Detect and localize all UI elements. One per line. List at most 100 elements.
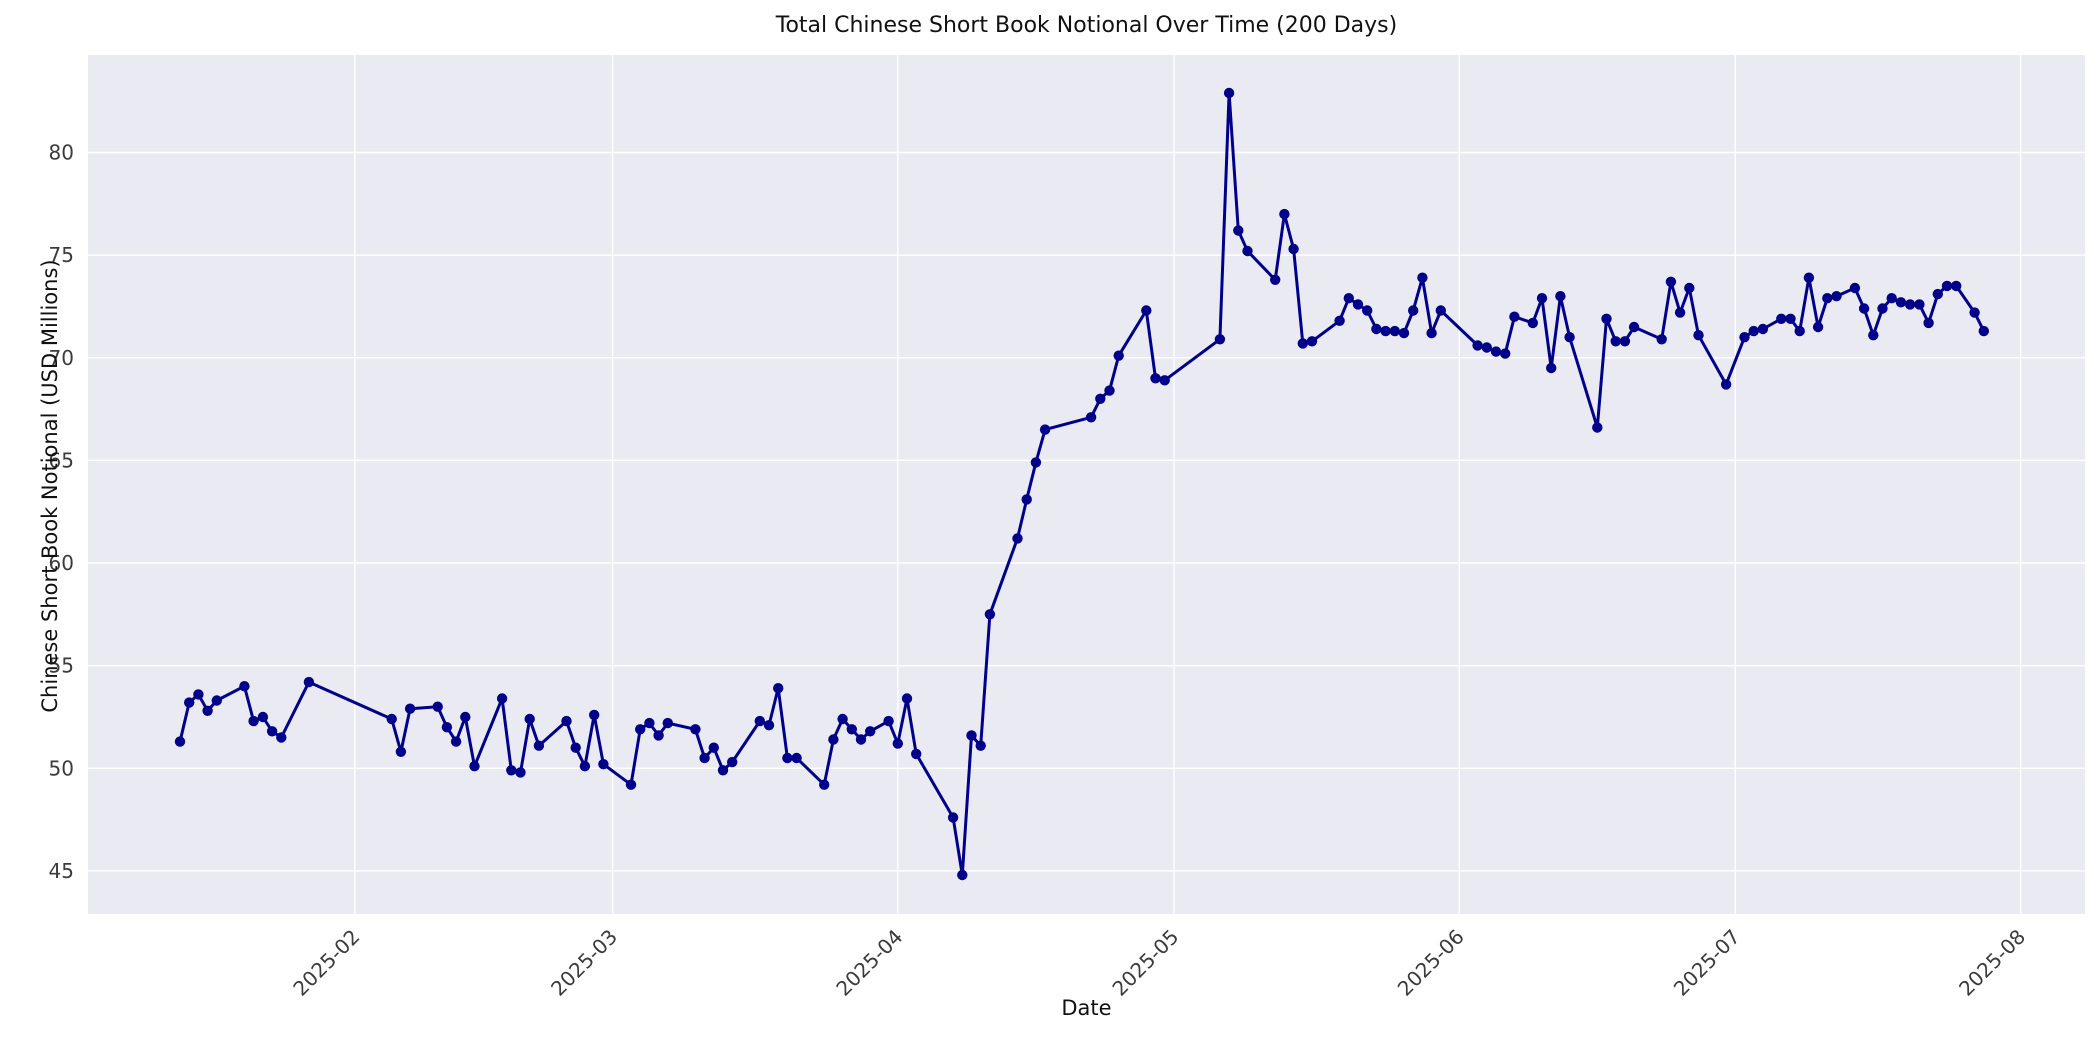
- x-tick-label: 2025-05: [1107, 925, 1183, 1001]
- x-tick-label: 2025-06: [1393, 925, 1469, 1001]
- data-point: [1748, 325, 1759, 337]
- data-point: [717, 765, 729, 776]
- data-point: [1886, 293, 1897, 304]
- data-point: [837, 713, 848, 725]
- data-point: [1720, 379, 1732, 390]
- data-point: [957, 869, 968, 881]
- data-point: [248, 715, 259, 727]
- y-tick-label: 70: [49, 346, 74, 370]
- data-point: [1389, 325, 1401, 337]
- data-point: [1490, 346, 1502, 357]
- data-point: [533, 740, 545, 751]
- data-point: [1223, 87, 1235, 99]
- data-point: [1969, 307, 1980, 318]
- data-point: [1279, 208, 1290, 220]
- data-point: [1380, 325, 1391, 337]
- data-point: [1362, 305, 1373, 316]
- data-point: [727, 756, 738, 768]
- data-point: [1555, 291, 1566, 302]
- data-point: [1941, 280, 1953, 292]
- data-point: [644, 717, 655, 729]
- data-point: [496, 693, 508, 704]
- data-point: [211, 695, 222, 706]
- x-axis-title: Date: [1061, 996, 1112, 1020]
- data-point: [1564, 332, 1575, 343]
- data-point: [1628, 321, 1640, 333]
- data-point: [975, 740, 986, 751]
- data-point: [1509, 311, 1520, 322]
- data-point: [432, 701, 443, 712]
- data-point: [1472, 340, 1483, 351]
- data-point: [819, 779, 830, 790]
- data-point: [966, 730, 977, 741]
- data-point: [174, 736, 186, 747]
- x-tick-label: 2025-03: [546, 925, 622, 1001]
- data-point: [1656, 334, 1667, 345]
- data-point: [515, 767, 526, 778]
- data-point: [239, 681, 250, 692]
- data-point: [1398, 327, 1410, 339]
- data-point: [1536, 293, 1548, 304]
- data-point: [1794, 325, 1805, 337]
- data-point: [855, 734, 867, 745]
- data-point: [450, 736, 462, 747]
- data-point: [460, 711, 471, 723]
- data-point: [1371, 323, 1382, 335]
- data-point: [1104, 385, 1115, 396]
- data-point: [708, 742, 719, 753]
- data-point: [1904, 299, 1916, 310]
- data-point: [395, 746, 407, 757]
- x-tick-label: 2025-08: [1954, 925, 2030, 1001]
- data-point: [1978, 325, 1990, 337]
- data-point: [1288, 243, 1299, 255]
- data-point: [1546, 362, 1557, 374]
- data-point: [1812, 321, 1824, 333]
- data-point: [1868, 330, 1879, 341]
- data-point: [1601, 313, 1612, 324]
- data-point: [1159, 375, 1170, 386]
- data-point: [1500, 348, 1511, 359]
- data-point: [570, 742, 581, 753]
- data-point: [1785, 313, 1796, 324]
- data-point: [1803, 272, 1815, 283]
- x-tick-label: 2025-04: [831, 925, 907, 1001]
- data-point: [524, 713, 535, 725]
- data-point: [1665, 276, 1677, 287]
- data-point: [1684, 282, 1695, 294]
- data-point: [865, 726, 876, 737]
- data-point: [773, 683, 784, 694]
- data-point: [625, 779, 637, 790]
- data-point: [892, 738, 903, 749]
- data-point: [1150, 373, 1161, 384]
- chart-title: Total Chinese Short Book Notional Over T…: [775, 13, 1398, 38]
- data-point: [266, 726, 278, 737]
- data-point: [1408, 305, 1419, 316]
- x-tick-label: 2025-07: [1669, 925, 1745, 1001]
- series-markers: [174, 87, 1990, 881]
- data-point: [1021, 494, 1032, 505]
- y-tick-label: 65: [49, 448, 74, 472]
- data-point: [1435, 305, 1447, 316]
- data-point: [763, 720, 775, 731]
- plot-area: [88, 55, 2085, 914]
- data-point: [1923, 317, 1934, 329]
- data-point: [1030, 457, 1042, 468]
- data-point: [1674, 307, 1686, 318]
- data-point: [202, 705, 213, 716]
- data-point: [1739, 332, 1750, 343]
- y-tick-label: 80: [49, 140, 74, 164]
- data-point: [1877, 303, 1888, 314]
- data-point: [1527, 317, 1539, 329]
- data-point: [1822, 293, 1833, 304]
- data-point: [1592, 422, 1603, 433]
- data-point: [1352, 299, 1364, 310]
- data-point: [662, 717, 673, 729]
- y-tick-label: 55: [49, 654, 74, 678]
- data-point: [386, 713, 397, 725]
- y-tick-label: 75: [49, 243, 74, 267]
- data-point: [754, 715, 765, 727]
- series-line: [178, 91, 1986, 877]
- data-point: [579, 761, 591, 772]
- data-point: [1610, 336, 1621, 347]
